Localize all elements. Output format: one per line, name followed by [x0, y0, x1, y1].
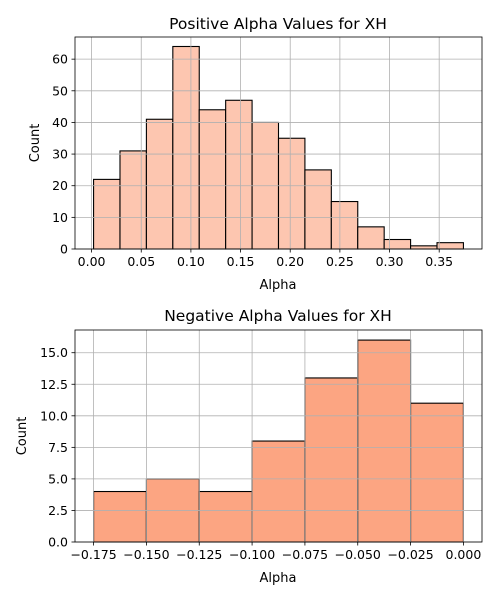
- x-tick-label: −0.125: [176, 547, 222, 562]
- histogram-bar: [277, 137, 306, 250]
- histogram-bar: [251, 440, 306, 543]
- x-tick-label: −0.025: [387, 547, 433, 562]
- histogram-bar: [304, 377, 359, 543]
- y-tick-label: 2.5: [48, 503, 68, 518]
- axes-frame: [74, 329, 483, 543]
- y-tick-label: 5.0: [48, 471, 68, 486]
- histogram-bar: [383, 238, 412, 250]
- y-tick-label: 50: [52, 83, 68, 98]
- x-axis-label: Alpha: [260, 571, 297, 586]
- histogram-bar: [357, 226, 385, 250]
- y-tick-label: 10: [52, 210, 68, 225]
- y-tick-label: 15.0: [40, 345, 68, 360]
- y-tick-label: 20: [52, 178, 68, 193]
- top-histogram: 0.00 0.05 0.10 0.15 0.20 0.25 0.30 0.35 0 10 20 30 4…: [28, 15, 483, 293]
- y-axis-label: Count: [15, 417, 30, 456]
- x-tick-label: 0.000: [446, 547, 482, 562]
- histogram-bar: [304, 169, 332, 250]
- chart-title: Positive Alpha Values for XH: [169, 15, 387, 33]
- x-tick-label: −0.050: [335, 547, 381, 562]
- x-tick-label: 0.00: [78, 254, 106, 269]
- x-tick-label: 0.25: [326, 254, 354, 269]
- axes-frame: [74, 36, 483, 250]
- x-tick-label: −0.075: [282, 547, 328, 562]
- histogram-bar: [410, 402, 464, 543]
- y-axis-label: Count: [28, 124, 43, 163]
- x-tick-label: −0.175: [70, 547, 116, 562]
- x-tick-label: 0.30: [376, 254, 404, 269]
- x-tick-label: 0.20: [276, 254, 304, 269]
- y-tick-label: 40: [52, 115, 68, 130]
- y-tick-label: 0.0: [48, 535, 68, 550]
- histogram-bar: [198, 109, 227, 250]
- y-tick-label: 12.5: [40, 377, 68, 392]
- y-tick-label: 60: [52, 52, 68, 67]
- histogram-bar: [119, 150, 147, 250]
- x-axis-label: Alpha: [260, 278, 297, 293]
- x-tick-label: 0.05: [127, 254, 155, 269]
- plot-area: −0.175 −0.150 −0.125 −0.100 −0.075 −0.050 −0.0…: [40, 329, 483, 562]
- y-tick-label: 7.5: [48, 440, 68, 455]
- histogram-bar: [330, 200, 359, 250]
- bottom-histogram: −0.175 −0.150 −0.125 −0.100 −0.075 −0.050 −0.0…: [15, 307, 483, 586]
- x-tick-label: −0.100: [229, 547, 275, 562]
- histogram-bar: [93, 178, 121, 250]
- histogram-bar: [436, 242, 464, 250]
- x-tick-label: 0.15: [227, 254, 255, 269]
- plot-area: 0.00 0.05 0.10 0.15 0.20 0.25 0.30 0.35 0 10 20 30 4…: [52, 36, 483, 269]
- histogram-bar: [93, 490, 147, 543]
- y-tick-label: 0: [60, 242, 68, 257]
- x-tick-label: −0.150: [123, 547, 169, 562]
- histogram-bar: [172, 45, 200, 250]
- chart-title: Negative Alpha Values for XH: [164, 307, 392, 325]
- x-tick-label: 0.35: [425, 254, 453, 269]
- histogram-bar: [410, 245, 438, 250]
- histogram-bar: [225, 99, 253, 250]
- histogram-bar: [198, 490, 253, 543]
- histogram-bar: [145, 118, 174, 250]
- y-tick-label: 10.0: [40, 408, 68, 423]
- x-tick-label: 0.10: [177, 254, 205, 269]
- histogram-bar: [357, 339, 412, 543]
- y-tick-label: 30: [52, 147, 68, 162]
